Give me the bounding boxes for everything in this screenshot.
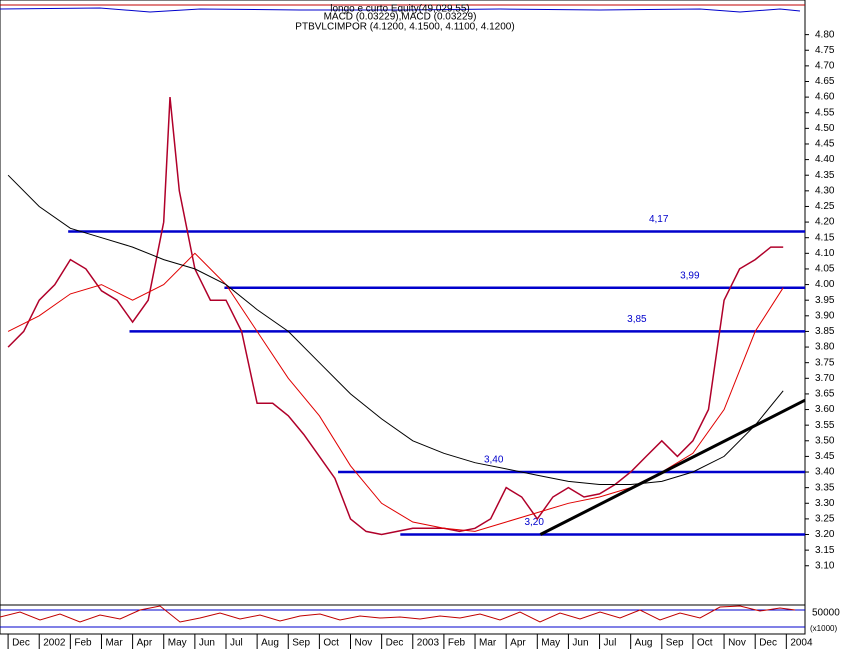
x-tick-label: Aug — [635, 638, 653, 649]
lower-unit: (x1000) — [810, 624, 837, 633]
y-tick-label: 4.30 — [815, 185, 835, 196]
y-tick-label: 3.55 — [815, 420, 835, 431]
x-tick-label: Dec — [12, 638, 30, 649]
lower-tick-label: 50000 — [812, 608, 840, 619]
y-tick-label: 3.35 — [815, 482, 835, 493]
y-tick-label: 3.85 — [815, 326, 835, 337]
y-tick-label: 4.35 — [815, 170, 835, 181]
instrument-label: PTBVLCIMPOR (4.1200, 4.1500, 4.1100, 4.1… — [295, 22, 514, 33]
series-line — [7, 97, 784, 536]
y-tick-label: 4.10 — [815, 248, 835, 259]
x-tick-label: May — [541, 638, 560, 649]
chart-title: longo e curto Equity(49,029.55) — [330, 4, 470, 15]
x-tick-label: Sep — [292, 638, 310, 649]
x-tick-label: Feb — [448, 638, 466, 649]
y-tick-label: 4.75 — [815, 45, 835, 56]
x-tick-label: Sep — [666, 638, 684, 649]
x-tick-label: Dec — [759, 638, 777, 649]
plot-frame — [0, 0, 806, 635]
y-tick-label: 4.80 — [815, 29, 835, 40]
x-tick-label: Apr — [137, 638, 153, 649]
level-label: 3,20 — [524, 517, 544, 528]
x-tick-label: Mar — [105, 638, 123, 649]
series-line — [7, 174, 784, 485]
y-tick-label: 3.15 — [815, 545, 835, 556]
y-tick-label: 3.50 — [815, 435, 835, 446]
oscillator — [0, 605, 796, 623]
y-tick-label: 4.20 — [815, 217, 835, 228]
y-tick-label: 4.15 — [815, 232, 835, 243]
x-tick-label: 2003 — [417, 638, 440, 649]
x-tick-label: Feb — [74, 638, 92, 649]
top-indicator — [0, 7, 801, 13]
x-tick-label: Jun — [199, 638, 215, 649]
y-tick-label: 3.65 — [815, 389, 835, 400]
y-tick-label: 3.90 — [815, 310, 835, 321]
y-tick-label: 3.45 — [815, 451, 835, 462]
x-tick-label: Aug — [261, 638, 279, 649]
y-tick-label: 4.00 — [815, 279, 835, 290]
x-tick-label: Mar — [479, 638, 497, 649]
trendline — [539, 398, 806, 536]
y-tick-label: 4.60 — [815, 92, 835, 103]
level-label: 4,17 — [649, 214, 669, 225]
y-tick-label: 3.95 — [815, 295, 835, 306]
y-tick-label: 3.25 — [815, 514, 835, 525]
chart-subtitle: MACD (0.03229),MACD (0.03229) — [324, 12, 477, 23]
x-tick-label: 2002 — [43, 638, 66, 649]
y-tick-label: 3.60 — [815, 404, 835, 415]
y-tick-label: 3.20 — [815, 529, 835, 540]
y-tick-label: 4.40 — [815, 154, 835, 165]
x-tick-label: May — [168, 638, 187, 649]
x-tick-label: Dec — [386, 638, 404, 649]
x-tick-label: Jun — [572, 638, 588, 649]
level-label: 3,99 — [680, 270, 700, 281]
y-tick-label: 4.70 — [815, 61, 835, 72]
x-tick-label: Nov — [355, 638, 373, 649]
y-tick-label: 3.30 — [815, 498, 835, 509]
y-tick-label: 4.50 — [815, 123, 835, 134]
y-tick-label: 4.55 — [815, 107, 835, 118]
y-tick-label: 4.25 — [815, 201, 835, 212]
x-tick-label: Oct — [697, 638, 713, 649]
x-tick-label: Oct — [323, 638, 339, 649]
x-tick-label: 2004 — [790, 638, 813, 649]
y-tick-label: 4.65 — [815, 76, 835, 87]
y-tick-label: 3.10 — [815, 560, 835, 571]
y-tick-label: 3.70 — [815, 373, 835, 384]
y-tick-label: 4.45 — [815, 139, 835, 150]
level-label: 3,40 — [484, 455, 504, 466]
y-tick-label: 3.80 — [815, 342, 835, 353]
x-tick-label: Nov — [728, 638, 746, 649]
x-tick-label: Jul — [230, 638, 243, 649]
x-tick-label: Apr — [510, 638, 526, 649]
x-tick-label: Jul — [604, 638, 617, 649]
y-tick-label: 3.75 — [815, 357, 835, 368]
level-label: 3,85 — [627, 314, 647, 325]
y-tick-label: 3.40 — [815, 467, 835, 478]
y-tick-label: 4.05 — [815, 264, 835, 275]
